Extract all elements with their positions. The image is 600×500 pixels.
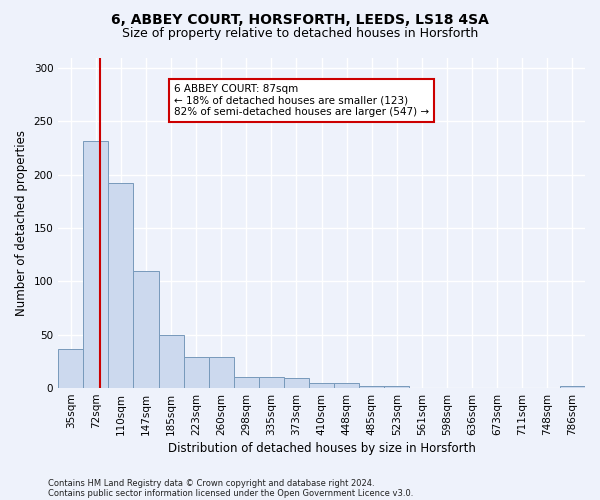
Bar	[133, 271, 158, 388]
Bar	[385, 386, 409, 388]
Bar	[184, 357, 209, 388]
Text: Contains HM Land Registry data © Crown copyright and database right 2024.: Contains HM Land Registry data © Crown c…	[48, 478, 374, 488]
Bar	[209, 357, 234, 388]
Bar	[284, 378, 309, 388]
Text: Contains public sector information licensed under the Open Government Licence v3: Contains public sector information licen…	[48, 488, 413, 498]
Bar	[158, 335, 184, 388]
Text: 6 ABBEY COURT: 87sqm
← 18% of detached houses are smaller (123)
82% of semi-deta: 6 ABBEY COURT: 87sqm ← 18% of detached h…	[174, 84, 429, 117]
Bar	[234, 378, 259, 388]
Y-axis label: Number of detached properties: Number of detached properties	[15, 130, 28, 316]
X-axis label: Distribution of detached houses by size in Horsforth: Distribution of detached houses by size …	[167, 442, 476, 455]
Bar	[359, 386, 385, 388]
Bar	[309, 382, 334, 388]
Bar	[83, 140, 109, 388]
Bar	[58, 348, 83, 388]
Text: Size of property relative to detached houses in Horsforth: Size of property relative to detached ho…	[122, 28, 478, 40]
Bar	[109, 184, 133, 388]
Bar	[560, 386, 585, 388]
Bar	[259, 378, 284, 388]
Text: 6, ABBEY COURT, HORSFORTH, LEEDS, LS18 4SA: 6, ABBEY COURT, HORSFORTH, LEEDS, LS18 4…	[111, 12, 489, 26]
Bar	[334, 382, 359, 388]
